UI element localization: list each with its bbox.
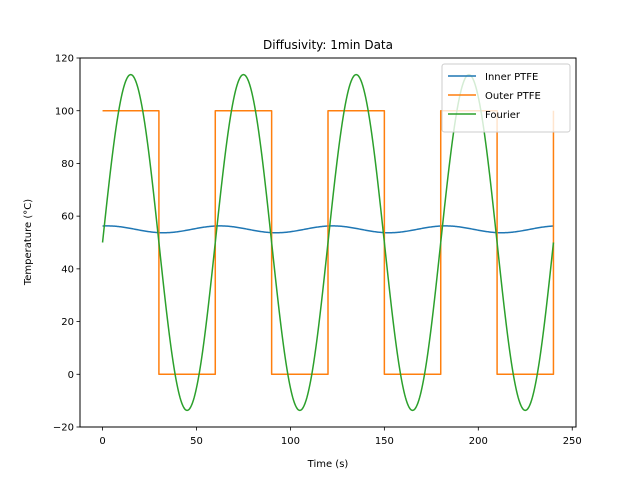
y-tick-label: −20	[53, 423, 74, 434]
x-tick-label: 50	[190, 436, 203, 447]
x-tick-label: 150	[375, 436, 394, 447]
x-axis: 0 50 100 150 200 250	[99, 427, 582, 447]
x-tick-label: 250	[563, 436, 582, 447]
y-tick-label: 80	[61, 159, 74, 170]
y-tick-label: 40	[61, 264, 74, 275]
plot-frame	[79, 57, 577, 428]
series-line-outer-ptfe	[102, 109, 555, 376]
x-axis-label: Time (s)	[307, 459, 349, 470]
legend-label: Fourier	[485, 110, 521, 121]
chart-title: Diffusivity: 1min Data	[263, 38, 393, 52]
legend-label: Inner PTFE	[485, 72, 538, 83]
y-tick-label: 120	[55, 54, 74, 65]
y-axis: −20 0 20 40 60 80 100 120	[53, 54, 80, 434]
x-tick-label: 0	[99, 436, 105, 447]
x-tick-label: 100	[281, 436, 300, 447]
x-tick-label: 200	[469, 436, 488, 447]
y-tick-label: 20	[61, 317, 74, 328]
y-axis-label: Temperature (°C)	[23, 199, 34, 286]
y-tick-label: 100	[55, 106, 74, 117]
legend-box	[441, 63, 571, 133]
legend-label: Outer PTFE	[485, 91, 541, 102]
y-tick-label: 0	[68, 370, 74, 381]
y-tick-label: 60	[61, 212, 74, 223]
legend: Inner PTFE Outer PTFE Fourier	[441, 63, 571, 133]
